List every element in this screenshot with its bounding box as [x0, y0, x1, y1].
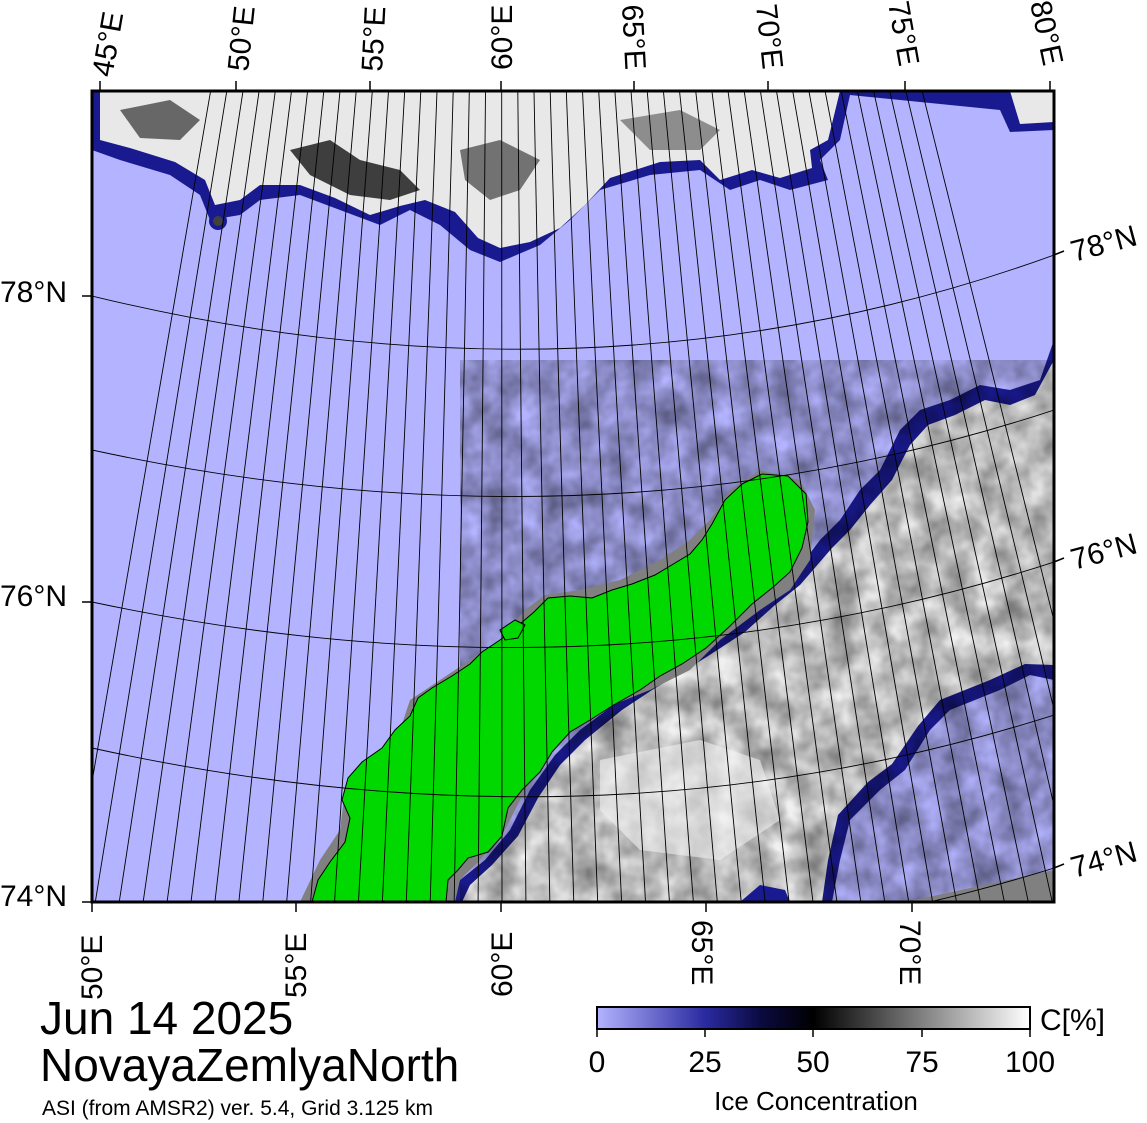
small-island	[499, 619, 526, 641]
meridian-line	[118, 91, 244, 902]
meridian-line	[190, 91, 292, 902]
map-date: Jun 14 2025	[40, 992, 294, 1044]
meridian-line	[477, 91, 486, 902]
meridian-line	[776, 91, 910, 902]
bottom-lon-label: 60°E	[486, 932, 519, 997]
meridian-line	[598, 91, 646, 902]
meridian-line	[905, 91, 1054, 712]
meridian-line	[743, 91, 862, 902]
meridian-line	[405, 91, 438, 902]
parallels	[92, 254, 1054, 902]
colorbar-tick: 0	[589, 1046, 606, 1079]
meridian-line	[582, 91, 623, 902]
colorbar-tick: 50	[796, 1046, 829, 1079]
bottom-lon-labels: 50°E 55°E 60°E 65°E 70°E	[76, 920, 926, 1000]
meridian-line	[873, 91, 1053, 902]
meridian-line	[286, 91, 357, 902]
top-lon-labels: 45°E 50°E 55°E 60°E 65°E 70°E 75°E 80°E	[86, 0, 1069, 79]
colorbar-tick: 100	[1005, 1046, 1055, 1079]
top-lon-label: 60°E	[486, 5, 519, 70]
map-frame	[90, 89, 1056, 904]
top-lon-label: 45°E	[86, 9, 130, 79]
map-region-name: NovayaZemlyaNorth	[40, 1039, 460, 1091]
northern-pack-ice	[92, 91, 1054, 262]
bottom-lon-label: 70°E	[893, 920, 926, 985]
meridian-line	[565, 91, 599, 902]
meridian-line	[808, 91, 958, 902]
meridian-line	[381, 91, 422, 902]
colorbar-tick: 25	[688, 1046, 721, 1079]
meridian-line	[824, 91, 981, 902]
top-lon-label: 55°E	[356, 5, 392, 72]
left-lat-label: 74°N	[0, 880, 67, 913]
bottom-lon-label: 55°E	[280, 933, 313, 998]
colorbar-tick: 75	[905, 1046, 938, 1079]
data-source-note: ASI (from AMSR2) ver. 5.4, Grid 3.125 km	[42, 1097, 433, 1120]
meridian-line	[358, 91, 406, 902]
top-lon-label: 75°E	[881, 0, 925, 69]
right-lat-labels: 78°N 76°N 74°N	[1067, 220, 1140, 885]
bottom-lon-label: 50°E	[76, 935, 109, 1000]
meridian-line	[533, 91, 551, 902]
meridian-line	[142, 91, 260, 902]
meridian-line	[549, 91, 575, 902]
colorbar-unit: C[%]	[1040, 1004, 1105, 1037]
meridian-line	[856, 91, 1029, 902]
meridian-line	[792, 91, 934, 902]
meridian-line	[921, 91, 1054, 623]
meridian-line	[679, 91, 766, 902]
meridian-line	[262, 91, 341, 902]
meridian-line	[310, 91, 373, 902]
meridian-line	[94, 91, 228, 902]
meridian-line	[238, 91, 325, 902]
top-lon-label: 70°E	[749, 2, 789, 70]
meridian-line	[646, 91, 718, 902]
colorbar: 0 25 50 75 100 C[%] Ice Concentration	[589, 1004, 1105, 1116]
left-lat-label: 76°N	[0, 580, 67, 613]
top-lon-label: 50°E	[222, 4, 262, 72]
meridian-line	[662, 91, 742, 902]
frame-ticks	[82, 81, 1065, 912]
meridian-line	[614, 91, 670, 902]
meridian-line	[166, 91, 276, 902]
colorbar-title: Ice Concentration	[714, 1086, 918, 1116]
colorbar-gradient	[596, 1006, 1031, 1030]
meridian-line	[630, 91, 694, 902]
right-lat-label: 74°N	[1067, 836, 1140, 885]
meridian-line	[517, 91, 527, 902]
bottom-lon-label: 65°E	[685, 920, 718, 985]
meridian-line	[759, 91, 886, 902]
meridian-line	[429, 91, 454, 902]
meridian-line	[840, 91, 1005, 902]
meridian-line	[889, 91, 1054, 808]
top-lon-label: 65°E	[615, 4, 651, 71]
right-lat-label: 76°N	[1067, 528, 1140, 577]
left-lat-labels: 78°N 76°N 74°N	[0, 276, 67, 913]
top-lon-label: 80°E	[1023, 0, 1069, 68]
meridian-line	[711, 91, 814, 902]
meridian-line	[334, 91, 389, 902]
meridian-line	[727, 91, 838, 902]
left-lat-label: 78°N	[0, 276, 67, 309]
meridian-line	[695, 91, 790, 902]
meridian-line	[453, 91, 470, 902]
right-lat-label: 78°N	[1067, 220, 1140, 269]
